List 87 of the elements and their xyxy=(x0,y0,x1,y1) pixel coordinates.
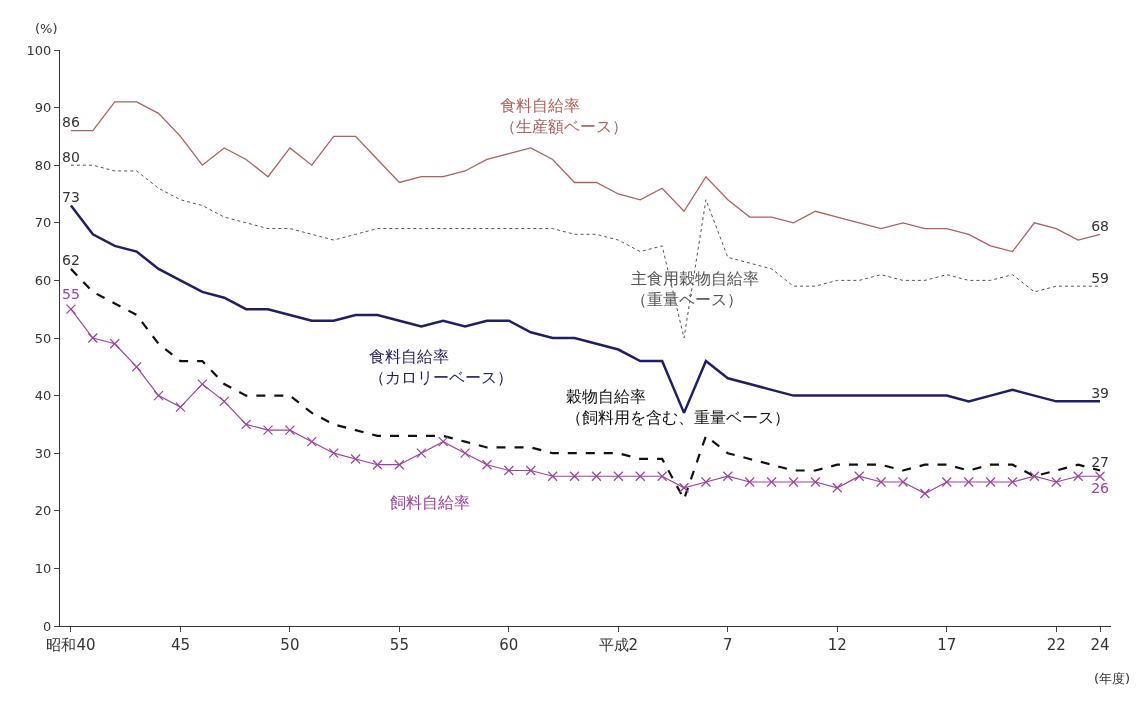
x-tick-label: 24 xyxy=(1090,636,1110,654)
point xyxy=(985,476,996,488)
point xyxy=(635,471,646,482)
y-tick-label: 30 xyxy=(34,445,52,461)
y-tick-label: 20 xyxy=(34,503,52,519)
point xyxy=(678,482,690,493)
point xyxy=(131,361,142,372)
x-tick-label: 7 xyxy=(723,636,733,654)
point xyxy=(766,476,777,488)
point xyxy=(175,402,186,413)
x-tick-label: 55 xyxy=(389,636,409,654)
point xyxy=(963,476,974,488)
point xyxy=(854,471,865,482)
point xyxy=(547,471,558,482)
data-label: 55 xyxy=(62,286,80,303)
x-tick-label: 17 xyxy=(937,636,957,654)
point xyxy=(262,425,274,436)
point xyxy=(503,465,514,476)
point xyxy=(941,476,952,488)
point xyxy=(722,471,733,482)
x-tick-label: 昭和40 xyxy=(46,636,96,654)
y-tick-label: 10 xyxy=(34,560,52,576)
point xyxy=(657,471,668,482)
point xyxy=(744,476,755,488)
y-tick-label: 50 xyxy=(34,330,52,346)
point xyxy=(328,448,339,459)
point xyxy=(394,459,405,470)
data-label: 39 xyxy=(1091,384,1109,401)
point xyxy=(1029,471,1040,482)
point xyxy=(1051,476,1062,488)
x-tick-label: 22 xyxy=(1046,636,1066,654)
data-label: 80 xyxy=(62,148,80,165)
series-label: 主食用穀物自給率（重量ベース） xyxy=(631,269,759,309)
y-tick-label: 40 xyxy=(34,388,52,404)
point xyxy=(1073,471,1084,482)
point xyxy=(1094,471,1106,482)
point xyxy=(481,459,493,470)
data-label: 59 xyxy=(1091,269,1109,286)
data-label: 62 xyxy=(62,252,80,269)
point xyxy=(438,436,449,447)
x-tick-label: 60 xyxy=(499,636,519,654)
point xyxy=(416,448,427,459)
point xyxy=(591,471,602,482)
data-label: 86 xyxy=(62,114,80,131)
point xyxy=(153,390,164,401)
point xyxy=(197,378,208,390)
point xyxy=(700,476,712,488)
y-tick-label: 80 xyxy=(34,157,52,173)
point xyxy=(109,338,120,349)
point xyxy=(810,476,821,488)
point xyxy=(241,419,252,430)
x-tick-label: 45 xyxy=(170,636,190,654)
point xyxy=(65,304,77,315)
point xyxy=(525,465,536,476)
point xyxy=(459,448,471,459)
point xyxy=(284,425,296,436)
series-label: 食料自給率（生産額ベース） xyxy=(500,96,628,136)
point xyxy=(788,476,799,488)
y-tick-label: 70 xyxy=(34,215,52,231)
point xyxy=(372,459,383,470)
series-label: 飼料自給率 xyxy=(390,493,470,512)
y-tick-label: 60 xyxy=(34,272,52,288)
x-axis-title: (年度) xyxy=(1094,671,1131,686)
point xyxy=(919,488,930,499)
data-label: 73 xyxy=(62,189,80,206)
point xyxy=(569,471,580,482)
y-axis-title: (%) xyxy=(35,21,58,36)
point xyxy=(897,476,909,488)
x-tick-label: 50 xyxy=(280,636,300,654)
point xyxy=(219,396,230,407)
x-tick-label: 12 xyxy=(827,636,847,654)
point xyxy=(306,436,317,447)
series-label: 食料自給率（カロリーベース） xyxy=(369,347,513,387)
point xyxy=(1007,476,1018,488)
point xyxy=(613,471,624,482)
data-label: 27 xyxy=(1091,453,1109,470)
y-tick-label: 100 xyxy=(26,42,52,58)
point xyxy=(350,453,361,465)
point xyxy=(832,482,843,493)
y-tick-label: 90 xyxy=(34,100,52,116)
point xyxy=(875,476,887,488)
y-tick-label: 0 xyxy=(43,618,52,634)
series-label: 穀物自給率（飼料用を含む、重量ベース） xyxy=(566,387,790,427)
point xyxy=(87,332,98,344)
x-tick-label: 平成2 xyxy=(598,636,639,654)
data-label: 68 xyxy=(1091,217,1109,234)
data-label: 26 xyxy=(1091,480,1110,497)
